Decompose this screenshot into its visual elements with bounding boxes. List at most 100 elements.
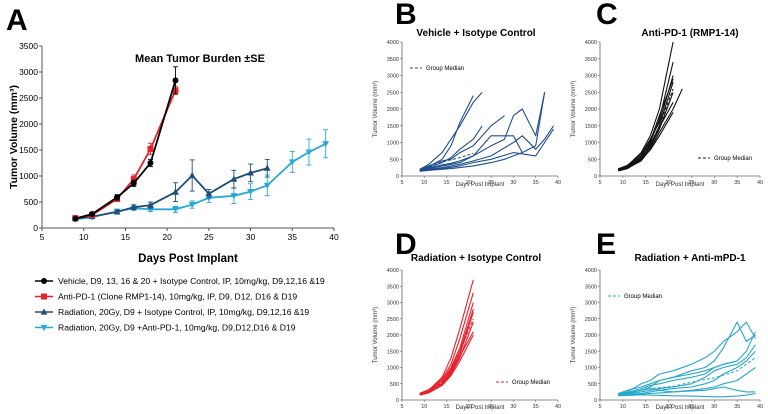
panel-c-y-tick-label: 4000 [585, 40, 597, 46]
panel-e-x-label: Days Post Implant [656, 405, 705, 411]
panel-a-y-tick-label: 500 [24, 197, 38, 207]
panel-a-y-tick-label: 1000 [19, 171, 38, 181]
data-point [247, 169, 254, 176]
animal-line [419, 331, 474, 395]
panel-c-x-label: Days Post Implant [656, 182, 705, 188]
panel-e-x-tick-label: 15 [643, 404, 649, 410]
panel-c-y-tick-label: 1000 [585, 141, 597, 147]
animal-line [419, 135, 523, 171]
panel-d-letter: D [395, 228, 417, 261]
panel-b-legend-label: Group Median [426, 66, 464, 72]
panel-e: E Radiation + Anti-mPD-1 0 500 1000 1500 2000 2… [571, 228, 763, 411]
panel-c-y-tick-label: 0 [594, 174, 597, 180]
data-point [247, 189, 254, 196]
panel-b-y-tick-label: 3000 [387, 74, 399, 80]
panel-e-x-tick-label: 30 [711, 404, 717, 410]
animal-line [618, 350, 756, 396]
animal-line [419, 91, 483, 170]
data-point [40, 324, 48, 332]
data-point [322, 141, 330, 148]
panel-d-title: Radiation + Isotype Control [411, 253, 542, 264]
panel-a-y-label: Tumor Volume (mm³) [8, 85, 20, 189]
panel-c-x-tick-label: 25 [688, 180, 694, 186]
animal-line [419, 279, 474, 395]
panel-c-y-tick-label: 1500 [585, 124, 597, 130]
animal-line [419, 308, 474, 394]
panel-b-x-tick-label: 10 [421, 180, 427, 186]
data-point [147, 201, 154, 208]
data-point [172, 206, 179, 213]
panel-d-x-tick-label: 5 [400, 404, 403, 410]
panel-b-y-tick-label: 2500 [387, 90, 399, 96]
panel-b-y-label: Tumor Volume (mm³) [373, 81, 379, 137]
data-point [114, 194, 121, 201]
data-point [147, 160, 154, 166]
data-point [130, 176, 137, 183]
panel-b-x-tick-label: 15 [444, 180, 450, 186]
panel-b-y-tick-label: 0 [396, 174, 399, 180]
animal-line [618, 392, 756, 398]
panel-d-y-tick-label: 4000 [387, 268, 399, 274]
legend-label: Vehicle, D9, 13, 16 & 20 + Isotype Contr… [58, 276, 325, 286]
panel-d-y-tick-label: 2000 [387, 333, 399, 339]
legend-label: Radiation, 20Gy, D9 + Isotype Control, I… [58, 307, 309, 317]
panel-d-y-tick-label: 0 [396, 398, 399, 404]
panel-c-x-tick-label: 10 [620, 180, 626, 186]
panel-c-y-tick-label: 500 [588, 157, 597, 163]
panel-a-x-tick-label: 25 [204, 232, 214, 242]
animal-line [419, 95, 474, 171]
panel-c-x-tick-label: 5 [598, 180, 601, 186]
panel-e-y-tick-label: 500 [588, 382, 597, 388]
data-point [305, 149, 313, 156]
animal-line [618, 41, 674, 170]
data-point [263, 182, 271, 189]
panel-b-y-tick-label: 1500 [387, 124, 399, 130]
panel-e-y-tick-label: 1500 [585, 349, 597, 355]
panel-c-x-tick-label: 15 [643, 180, 649, 186]
series-line [75, 142, 327, 221]
panel-c-x-tick-label: 30 [711, 180, 717, 186]
panel-c-title: Anti-PD-1 (RMP1-14) [641, 28, 738, 39]
animal-line [618, 321, 756, 395]
panel-d-y-tick-label: 3500 [387, 284, 399, 290]
data-point [188, 171, 196, 179]
panel-a-y-tick-label: 2500 [19, 93, 38, 103]
panel-a-letter: A [6, 4, 28, 37]
panel-e-y-tick-label: 2500 [585, 317, 597, 323]
animal-line [618, 386, 756, 396]
data-point [205, 195, 213, 202]
panel-a-series-0 [72, 66, 179, 222]
animal-line [419, 125, 554, 172]
panel-d-x-tick-label: 15 [444, 404, 450, 410]
panel-a-x-tick-label: 20 [162, 232, 172, 242]
panel-e-median-line [618, 357, 756, 395]
animal-line [419, 115, 505, 170]
panel-e-y-tick-label: 3500 [585, 284, 597, 290]
panel-b-title: Vehicle + Isotype Control [416, 28, 535, 39]
panel-d-y-tick-label: 500 [390, 382, 399, 388]
data-point [41, 293, 47, 300]
panel-c-x-tick-label: 35 [734, 180, 740, 186]
panel-b-median-line [419, 152, 474, 171]
panel-c-x-tick-label: 40 [757, 180, 763, 186]
data-point [288, 159, 296, 166]
panel-e-x-tick-label: 5 [598, 404, 601, 410]
panel-e-y-tick-label: 4000 [585, 268, 597, 274]
panel-a-x-tick-label: 15 [121, 232, 131, 242]
panel-e-title: Radiation + Anti-mPD-1 [634, 253, 745, 264]
panel-e-y-tick-label: 1000 [585, 366, 597, 372]
panel-e-x-tick-label: 25 [688, 404, 694, 410]
panel-e-y-tick-label: 2000 [585, 333, 597, 339]
data-point [41, 278, 47, 284]
animal-line [419, 312, 474, 396]
panel-a-y-tick-label: 3000 [19, 67, 38, 77]
data-point [130, 180, 137, 187]
panel-e-animal-lines [618, 321, 756, 398]
panel-c-legend-label: Group Median [714, 156, 752, 162]
panel-a: A Mean Tumor Burden ±SE 0 500 1000 1500 2000 25… [6, 4, 339, 333]
panel-d-legend-label: Group Median [512, 380, 550, 386]
animal-line [419, 92, 546, 172]
panel-d-x-tick-label: 10 [421, 404, 427, 410]
